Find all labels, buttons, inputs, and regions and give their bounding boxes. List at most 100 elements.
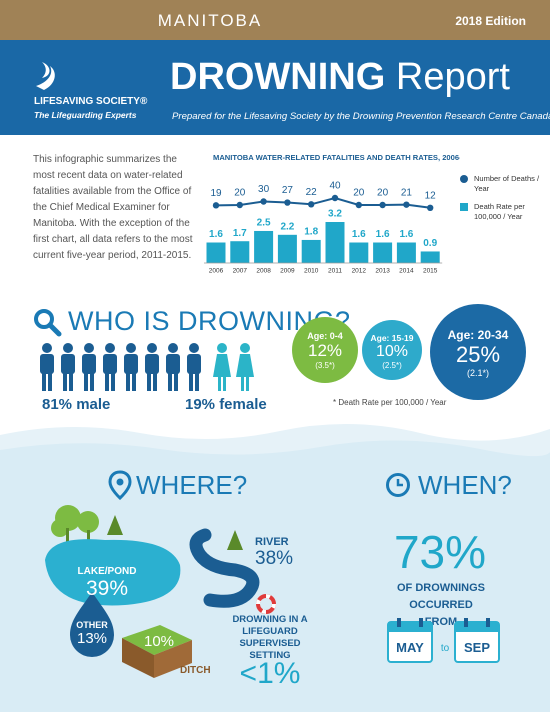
- where-illustration: [45, 505, 276, 678]
- where-title: WHERE?: [136, 470, 248, 500]
- x-tick-label: 2011: [328, 268, 342, 275]
- logo-tagline: The Lifeguarding Experts: [34, 110, 137, 120]
- point: [379, 201, 386, 209]
- pin-icon: [108, 470, 132, 500]
- bar: [373, 242, 393, 263]
- x-tick-label: 2006: [209, 268, 224, 275]
- edition: 2018 Edition: [455, 14, 526, 28]
- lake-label: LAKE/POND: [77, 566, 137, 577]
- x-tick-label: 2009: [280, 268, 295, 275]
- supervised-label: DROWNING IN A LIFEGUARD SUPERVISED SETTI…: [232, 614, 308, 661]
- chart-title: MANITOBA WATER-RELATED FATALITIES AND DE…: [213, 153, 460, 162]
- point-label: 20: [377, 188, 389, 199]
- ditch-label: DITCH: [180, 665, 211, 676]
- subtitle: Prepared for the Lifesaving Society by t…: [172, 111, 550, 122]
- lake-text: LAKE/POND 39%: [47, 566, 167, 601]
- bar-label: 2.5: [257, 218, 271, 229]
- river: [189, 528, 260, 608]
- point: [308, 201, 315, 208]
- point-label: 22: [306, 187, 318, 198]
- bar: [254, 230, 274, 263]
- point: [284, 199, 291, 206]
- point: [260, 198, 267, 205]
- header-band: [0, 0, 550, 40]
- river-label: RIVER: [255, 536, 289, 548]
- age-rate: (2.1*): [466, 368, 489, 378]
- chart: MANITOBA WATER-RELATED FATALITIES AND DE…: [204, 153, 460, 275]
- x-tick-label: 2010: [304, 268, 319, 275]
- supervised-pct: <1%: [239, 657, 301, 690]
- ditch-pct: 10%: [144, 633, 175, 650]
- month-until: SEP: [463, 640, 490, 655]
- age-circle: Age: 15-19 10% (2.5*): [362, 320, 422, 380]
- bar-label: 1.6: [352, 229, 366, 240]
- point-label: 21: [401, 187, 413, 198]
- month-from: MAY: [396, 640, 424, 655]
- age-label: Age: 20-34: [447, 328, 509, 342]
- x-tick-label: 2013: [375, 268, 390, 275]
- title-rest: Report: [395, 56, 510, 98]
- bar-label: 3.2: [328, 209, 342, 220]
- point-label: 20: [234, 188, 246, 199]
- point-label: 12: [425, 190, 437, 201]
- bar: [206, 242, 226, 263]
- legend-swatch: [460, 175, 468, 183]
- x-tick-label: 2015: [423, 268, 438, 275]
- bar: [230, 241, 250, 263]
- other-label: OTHER: [76, 620, 108, 630]
- legend-item: Death Rate per 100,000 / Year: [460, 202, 540, 222]
- logo-icon: [36, 62, 55, 90]
- bar-label: 1.6: [209, 229, 223, 240]
- region: MANITOBA: [157, 11, 263, 30]
- age-rate: (2.5*): [382, 361, 402, 370]
- bar: [349, 242, 369, 263]
- point-label: 19: [210, 188, 222, 199]
- age-pct: 12%: [307, 341, 343, 360]
- people-icons: [40, 343, 254, 391]
- bar-label: 0.9: [423, 238, 437, 249]
- point: [427, 204, 434, 211]
- river-pct: 38%: [255, 548, 294, 569]
- bar-label: 1.6: [376, 229, 390, 240]
- other-pct: 13%: [76, 630, 108, 647]
- line: [215, 196, 431, 209]
- lake: [45, 539, 181, 606]
- lake-pct: 39%: [85, 577, 129, 600]
- bar-label: 1.6: [399, 229, 413, 240]
- age-pct: 10%: [375, 343, 409, 360]
- point: [236, 201, 243, 209]
- legend-label: Death Rate per 100,000 / Year: [474, 202, 525, 221]
- other-text: OTHER 13%: [66, 620, 118, 647]
- female-share: 19% female: [185, 396, 267, 413]
- calendars: [387, 618, 500, 663]
- title-main: DROWNING: [170, 56, 386, 98]
- bar-label: 1.8: [304, 227, 318, 238]
- when-title: WHEN?: [418, 470, 512, 500]
- point: [355, 201, 362, 209]
- bar-label: 2.2: [280, 221, 294, 232]
- x-tick-label: 2012: [352, 268, 367, 275]
- bar: [277, 234, 297, 263]
- rate-note: * Death Rate per 100,000 / Year: [333, 398, 447, 407]
- clock-icon: [386, 473, 410, 497]
- title-band: [0, 40, 550, 135]
- x-tick-label: 2014: [399, 268, 414, 275]
- age-label: Age: 0-4: [307, 331, 343, 341]
- age-label: Age: 15-19: [370, 333, 414, 343]
- x-tick-label: 2008: [256, 268, 271, 275]
- bar: [325, 222, 345, 263]
- point: [212, 202, 220, 209]
- point-label: 30: [258, 184, 270, 195]
- x-tick-label: 2007: [233, 268, 248, 275]
- legend-label: Number of Deaths / Year: [474, 174, 540, 193]
- river-text: RIVER 38%: [255, 536, 293, 570]
- point: [403, 201, 410, 208]
- age-rate: (3.5*): [315, 361, 335, 370]
- legend-swatch: [460, 203, 468, 211]
- drop: [70, 592, 114, 657]
- point-label: 40: [329, 181, 341, 192]
- male-share: 81% male: [42, 396, 111, 413]
